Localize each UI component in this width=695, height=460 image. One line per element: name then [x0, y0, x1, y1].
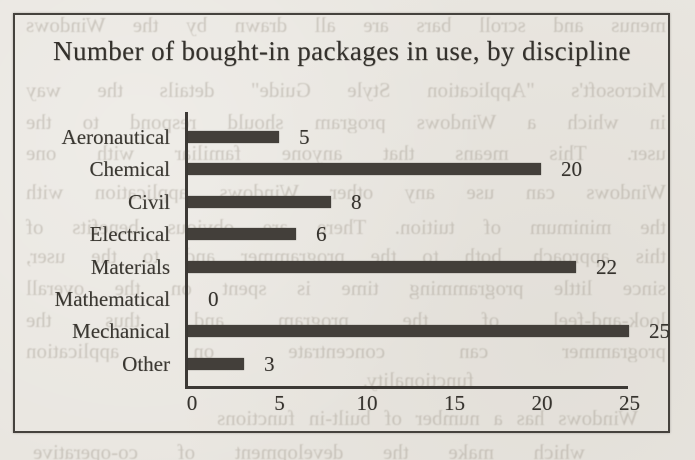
figure-frame: [13, 13, 670, 433]
category-label: Materials: [90, 254, 170, 279]
bar: [188, 195, 331, 208]
bar: [188, 228, 296, 241]
value-label: 5: [299, 125, 310, 149]
x-tick-label: 0: [186, 391, 198, 415]
value-label: 8: [351, 189, 362, 214]
chart-title: Number of bought-in packages in use, by …: [53, 36, 631, 66]
value-label: 20: [561, 157, 582, 182]
value-label: 22: [596, 254, 617, 279]
x-tick-label: 20: [531, 391, 553, 415]
category-label: Mechanical: [72, 319, 170, 344]
category-label: Chemical: [89, 157, 170, 182]
y-axis-line: [185, 112, 188, 389]
x-tick-label: 25: [619, 391, 640, 415]
category-label: Electrical: [89, 222, 170, 247]
category-label: Civil: [127, 189, 170, 214]
bar: [188, 325, 629, 338]
x-tick-label: 5: [274, 391, 285, 415]
bar: [188, 260, 576, 273]
x-tick-label: 10: [356, 391, 378, 415]
category-label: Mathematical: [54, 287, 170, 311]
bar: [188, 357, 244, 370]
x-axis-line: [185, 386, 628, 389]
category-label: Other: [122, 351, 170, 376]
category-label: Aeronautical: [61, 125, 170, 149]
value-label: 0: [208, 287, 219, 311]
value-label: 6: [316, 222, 327, 247]
value-label: 25: [649, 319, 670, 344]
bleed-through-line: which make the development of co-operati…: [33, 441, 585, 460]
bar: [188, 131, 279, 143]
bar: [188, 163, 541, 176]
value-label: 3: [264, 351, 275, 376]
x-tick-label: 15: [444, 391, 465, 415]
